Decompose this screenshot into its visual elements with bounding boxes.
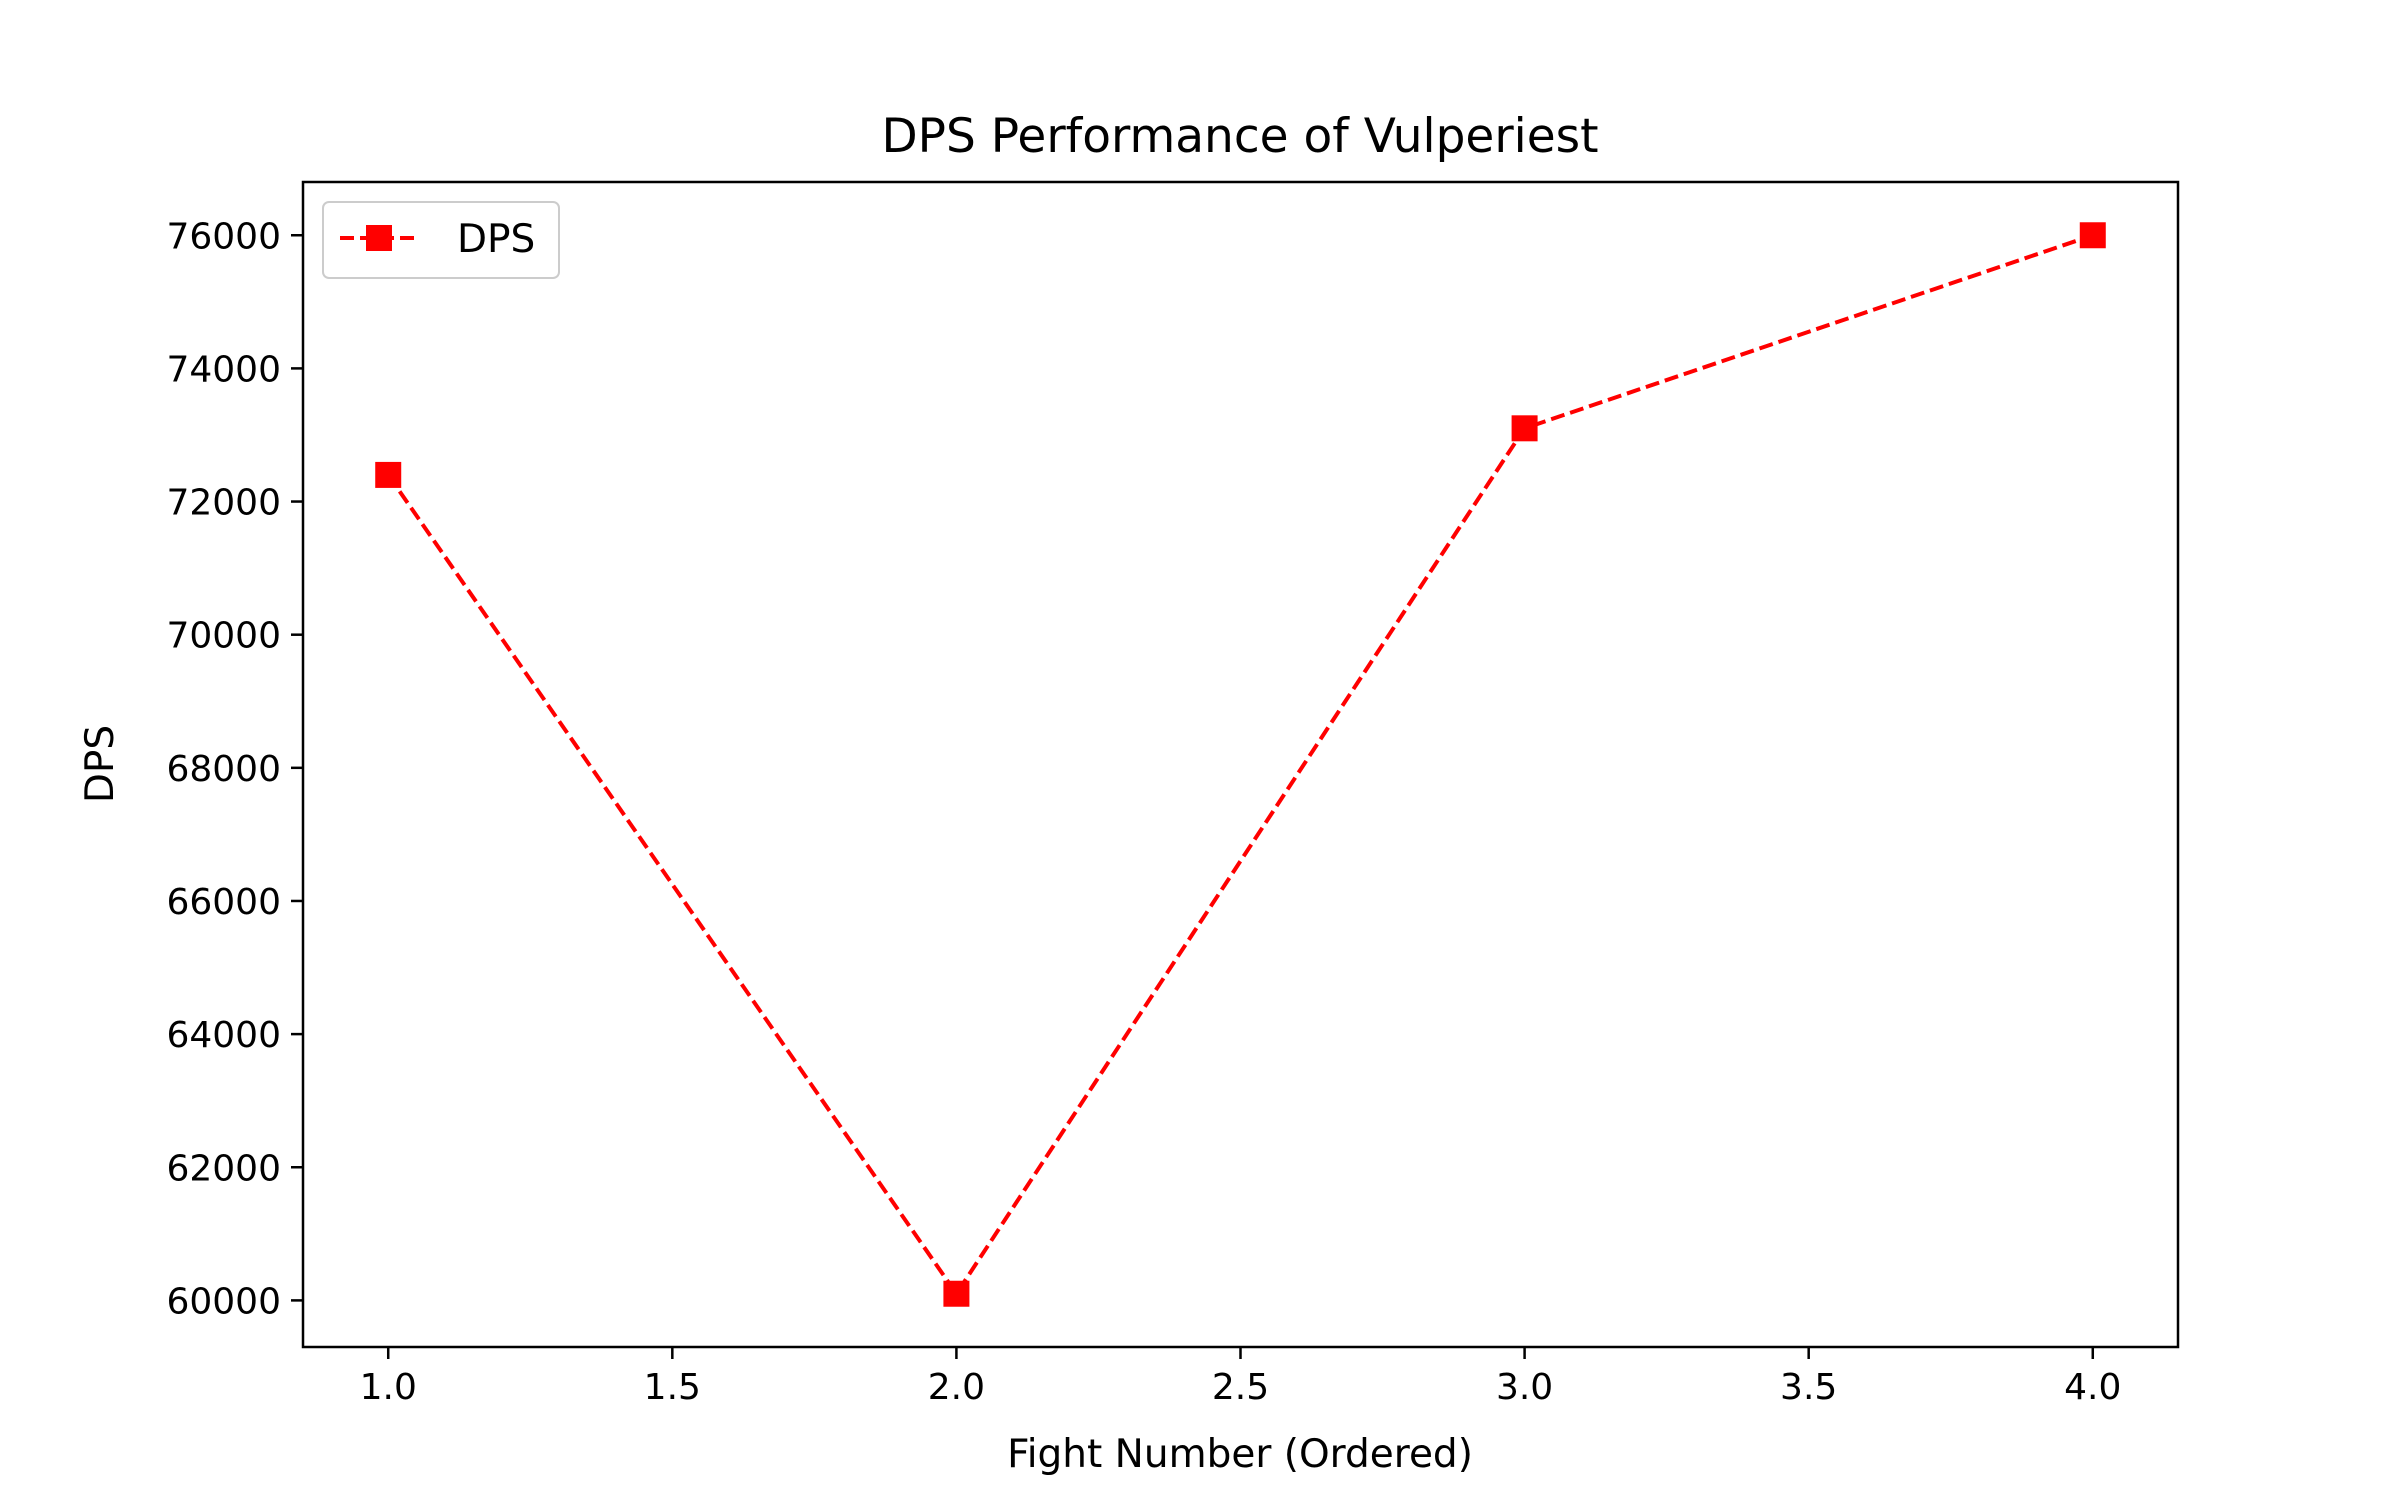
data-point-marker (943, 1280, 970, 1307)
y-tick-label: 76000 (166, 216, 281, 257)
y-tick-label: 66000 (166, 882, 281, 923)
x-axis-ticks: 1.0 1.5 2.0 2.5 3.0 3.5 4.0 (360, 1347, 2121, 1408)
chart-title: DPS Performance of Vulperiest (881, 109, 1598, 164)
legend-square-marker (366, 225, 392, 251)
plot-frame (301, 180, 2180, 1349)
x-tick-label: 1.0 (360, 1367, 417, 1408)
x-tick-label: 3.0 (1496, 1367, 1553, 1408)
y-tick-label: 72000 (166, 483, 281, 524)
data-point-marker (375, 461, 402, 488)
data-point-marker (1511, 415, 1538, 442)
legend-label-dps: DPS (457, 217, 535, 262)
legend: DPS (322, 201, 560, 279)
x-tick-label: 4.0 (2064, 1367, 2121, 1408)
series-line-dps (386, 233, 2094, 1298)
data-point-marker (2079, 222, 2106, 249)
x-tick-label: 3.5 (1780, 1367, 1837, 1408)
legend-box (322, 201, 560, 279)
x-axis-title: Fight Number (Ordered) (1007, 1432, 1473, 1477)
x-tick-label: 1.5 (644, 1367, 701, 1408)
y-tick-label: 70000 (166, 616, 281, 657)
y-tick-label: 60000 (166, 1281, 281, 1322)
y-tick-label: 64000 (166, 1015, 281, 1056)
y-axis-ticks: 60000 62000 64000 66000 68000 70000 72000 74000… (166, 216, 303, 1322)
y-tick-label: 68000 (166, 749, 281, 790)
x-tick-label: 2.0 (928, 1367, 985, 1408)
plot-area (375, 222, 2106, 1307)
x-tick-label: 2.5 (1212, 1367, 1269, 1408)
y-tick-label: 74000 (166, 349, 281, 390)
y-tick-label: 62000 (166, 1148, 281, 1189)
y-axis-title: DPS (78, 725, 123, 803)
